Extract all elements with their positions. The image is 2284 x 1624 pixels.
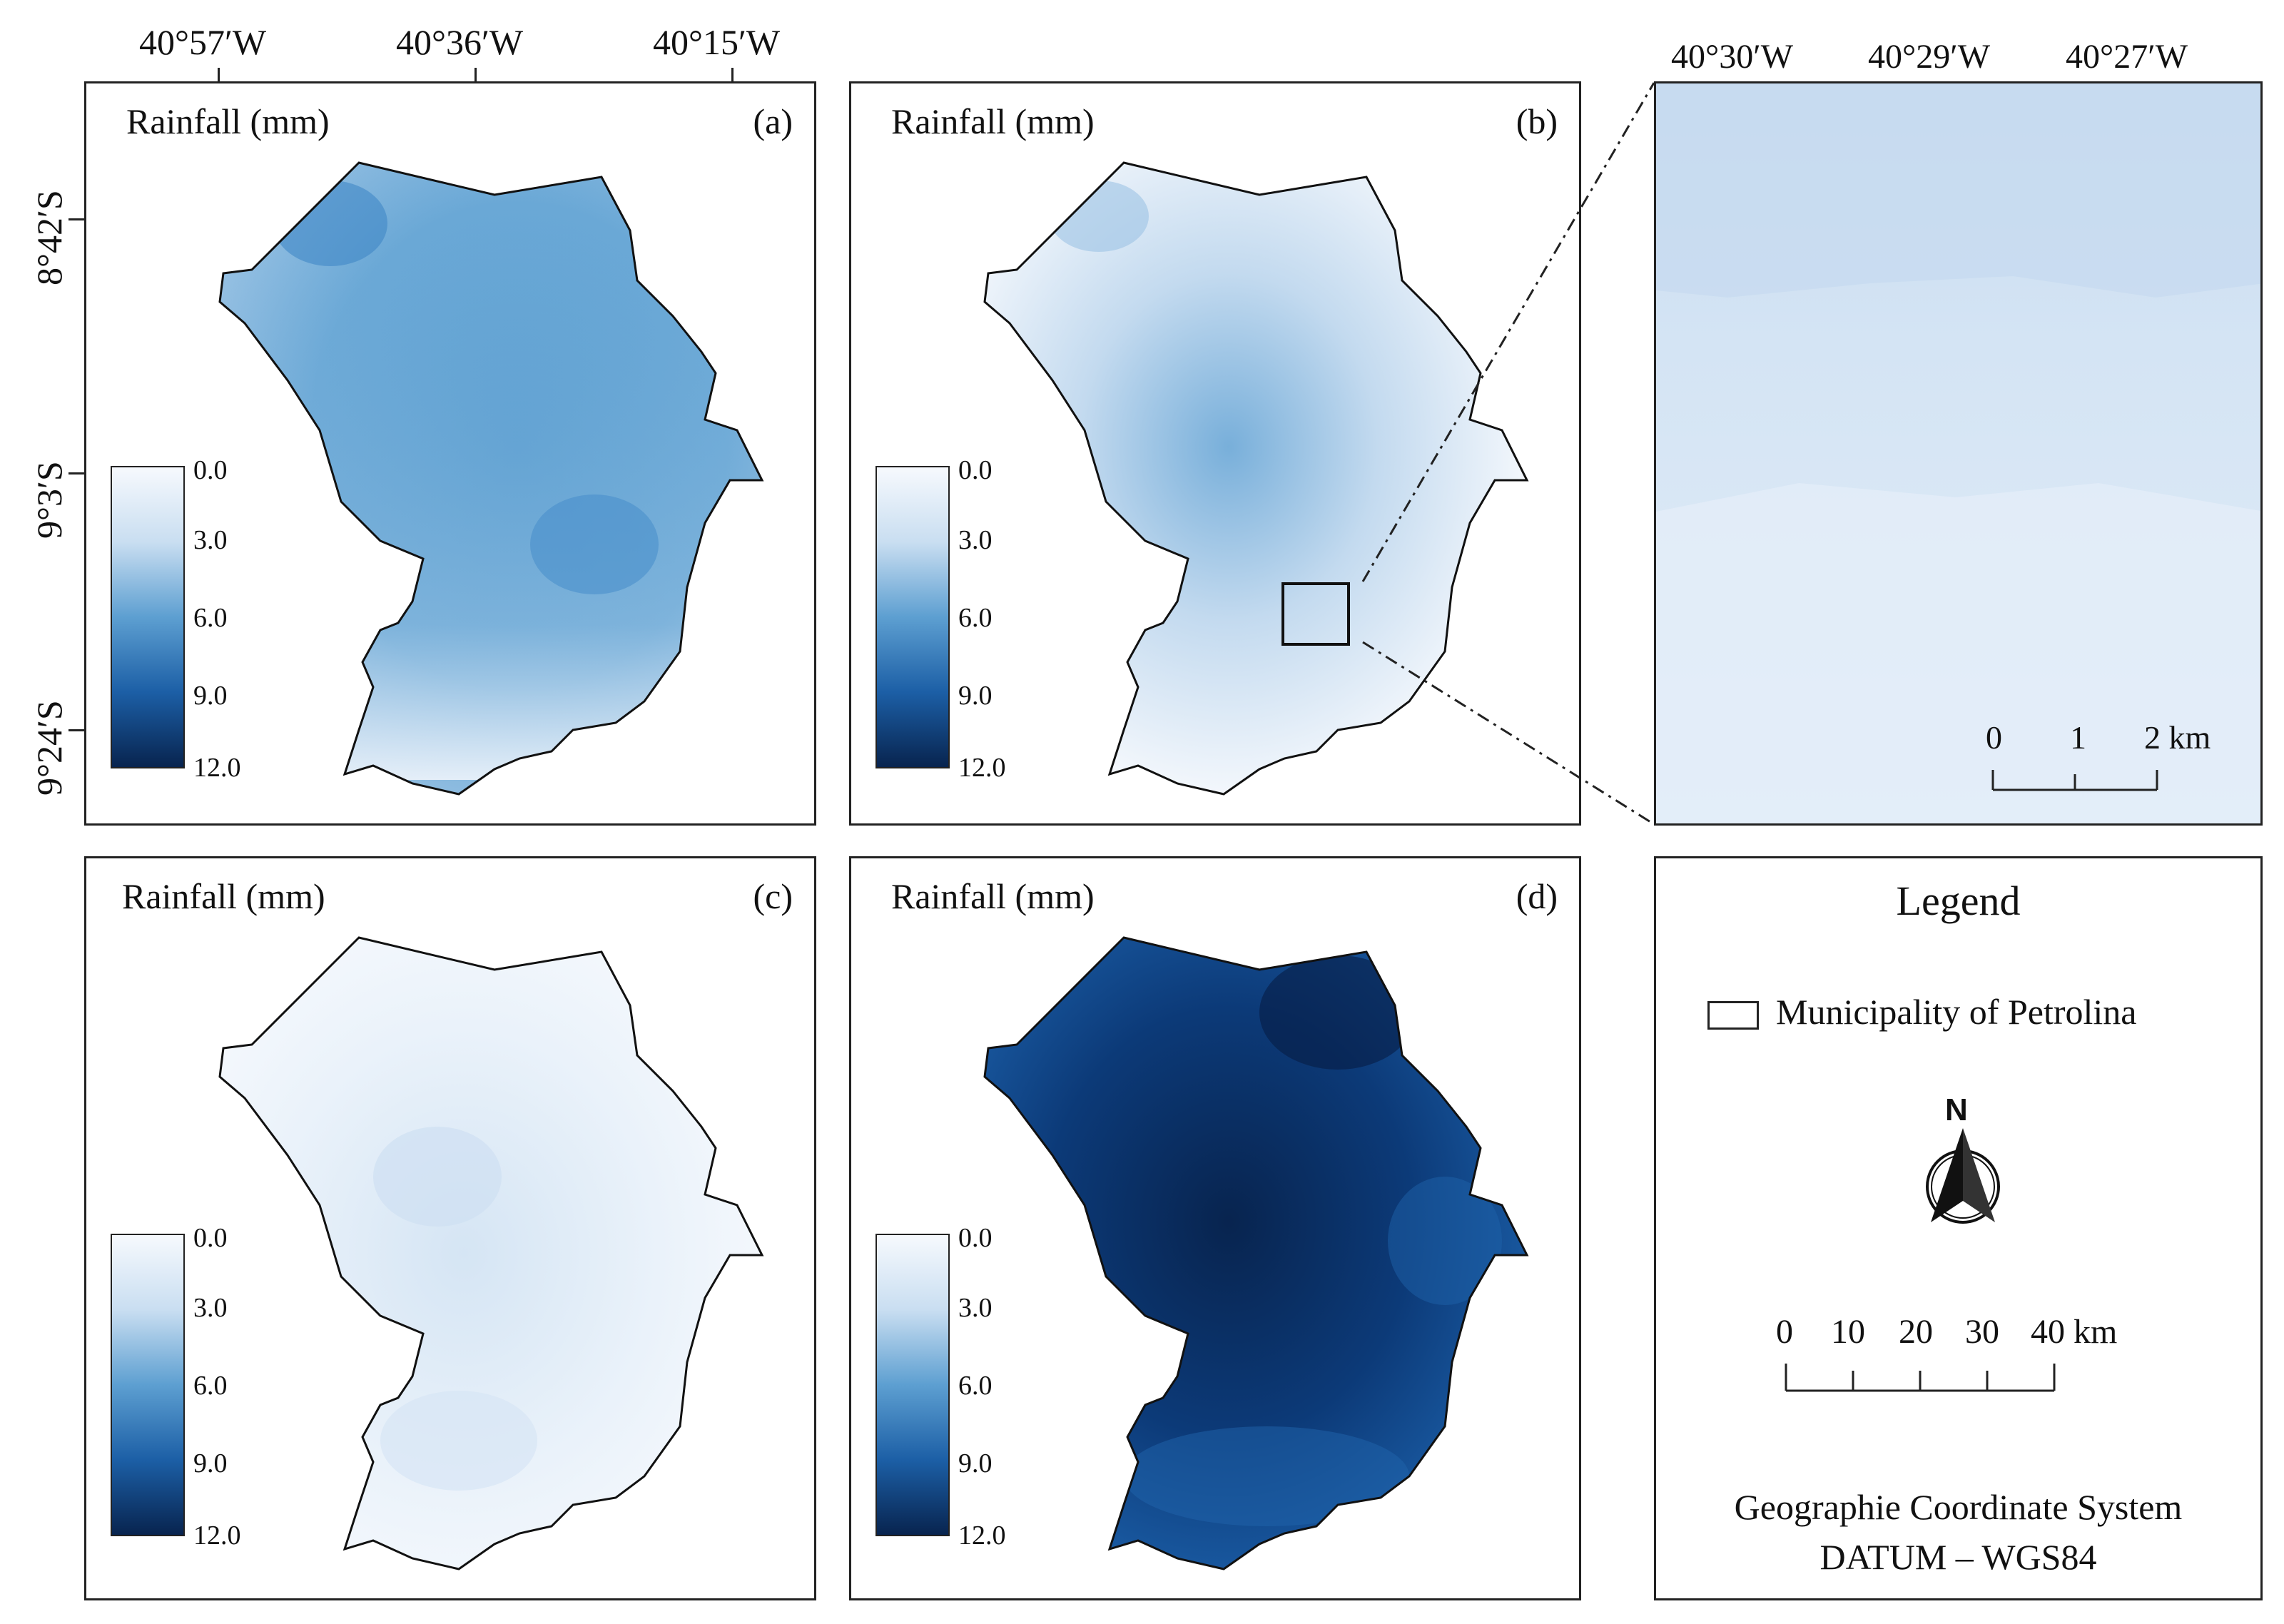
map-panel-a: Rainfall (mm) (a) 0.0 3.0 6.0 9.0 12.0 <box>84 81 816 826</box>
zoom-lon-label-3: 40°27′W <box>2066 38 2188 76</box>
map-panel-c: Rainfall (mm) (c) 0.0 3.0 6.0 9.0 12.0 <box>84 856 816 1600</box>
legend-scale-label: 40 km <box>2031 1313 2118 1351</box>
zoom-lon-label-1: 40°30′W <box>1671 38 1793 76</box>
colorbar-tick: 6.0 <box>193 1371 228 1401</box>
colorbar-a <box>111 466 185 768</box>
colorbar-c <box>111 1234 185 1536</box>
zoom-scale-graphic <box>1991 770 2158 791</box>
legend-scale-label: 0 <box>1776 1313 1793 1351</box>
colorbar-tick: 0.0 <box>193 455 228 485</box>
colorbar-tick: 6.0 <box>958 1371 993 1401</box>
colorbar-tick: 3.0 <box>193 1293 228 1323</box>
colorbar-tick: 3.0 <box>193 525 228 555</box>
zoom-lat-label-2: 9°14′S <box>1654 392 1663 484</box>
legend-scale-graphic <box>1785 1364 2056 1392</box>
zoom-extent-box <box>1281 582 1350 646</box>
colorbar-tick: 9.0 <box>193 1448 228 1478</box>
panel-c-label: (c) <box>753 876 793 916</box>
colorbar-tick: 12.0 <box>193 1521 241 1551</box>
panel-c-title: Rainfall (mm) <box>122 876 325 916</box>
municipality-label: Municipality of Petrolina <box>1776 992 2137 1032</box>
legend-scale-label: 30 <box>1965 1313 1999 1351</box>
zoom-raster <box>1656 83 2260 823</box>
zoom-scale-label: 1 <box>2070 719 2086 756</box>
crs-line-2: DATUM – WGS84 <box>1819 1537 2097 1577</box>
zoom-lon-label-2: 40°29′W <box>1868 38 1990 76</box>
lon-label-3: 40°15′W <box>653 22 781 62</box>
zoom-scale-label: 0 <box>1986 719 2002 756</box>
municipality-map-d <box>983 936 1528 1570</box>
lon-label-1: 40°57′W <box>139 22 267 62</box>
panel-a-title: Rainfall (mm) <box>126 101 330 141</box>
colorbar-tick: 9.0 <box>958 1448 993 1478</box>
panel-d-title: Rainfall (mm) <box>891 876 1095 916</box>
legend-panel: Legend Municipality of Petrolina N 0 10 … <box>1654 856 2263 1600</box>
legend-title: Legend <box>1896 878 2021 924</box>
lat-tick <box>68 218 84 220</box>
lon-label-2: 40°36′W <box>396 22 524 62</box>
panel-d-label: (d) <box>1516 876 1558 916</box>
colorbar-tick: 12.0 <box>958 753 1006 783</box>
connector-line <box>1361 82 1655 582</box>
lon-tick <box>218 68 220 83</box>
colorbar-tick: 3.0 <box>958 525 993 555</box>
municipality-map-a <box>218 161 763 796</box>
crs-line-1: Geographie Coordinate System <box>1734 1487 2183 1527</box>
colorbar-tick: 0.0 <box>958 1223 993 1253</box>
zoom-panel: 9°12′S 9°14′S 9°15′S 0 1 2 km <box>1654 81 2263 826</box>
colorbar-d <box>875 1234 950 1536</box>
map-panel-d: Rainfall (mm) (d) 0.0 3.0 6.0 9.0 12.0 <box>849 856 1581 1600</box>
municipality-swatch <box>1707 1001 1759 1030</box>
colorbar-tick: 0.0 <box>193 1223 228 1253</box>
colorbar-tick: 3.0 <box>958 1293 993 1323</box>
colorbar-b <box>875 466 950 768</box>
municipality-map-b <box>983 161 1528 796</box>
panel-b-label: (b) <box>1516 101 1558 141</box>
zoom-lat-label-1: 9°12′S <box>1654 154 1663 246</box>
lon-tick <box>474 68 477 83</box>
colorbar-tick: 0.0 <box>958 455 993 485</box>
municipality-map-c <box>218 936 763 1570</box>
panel-b-title: Rainfall (mm) <box>891 101 1095 141</box>
colorbar-tick: 12.0 <box>958 1521 1006 1551</box>
colorbar-tick: 9.0 <box>193 681 228 711</box>
colorbar-tick: 6.0 <box>193 603 228 633</box>
north-label: N <box>1945 1092 1968 1127</box>
lat-tick <box>68 729 84 731</box>
lat-tick <box>68 472 84 474</box>
legend-scale-label: 20 <box>1899 1313 1933 1351</box>
colorbar-tick: 9.0 <box>958 681 993 711</box>
zoom-scale-label: 2 km <box>2144 719 2211 756</box>
connector-line <box>1362 641 1655 826</box>
colorbar-tick: 12.0 <box>193 753 241 783</box>
colorbar-tick: 6.0 <box>958 603 993 633</box>
lon-tick <box>731 68 734 83</box>
north-arrow-icon <box>1926 1128 2000 1224</box>
zoom-lat-label-3: 9°15′S <box>1654 630 1663 722</box>
panel-a-label: (a) <box>753 101 793 141</box>
legend-scale-label: 10 <box>1831 1313 1865 1351</box>
